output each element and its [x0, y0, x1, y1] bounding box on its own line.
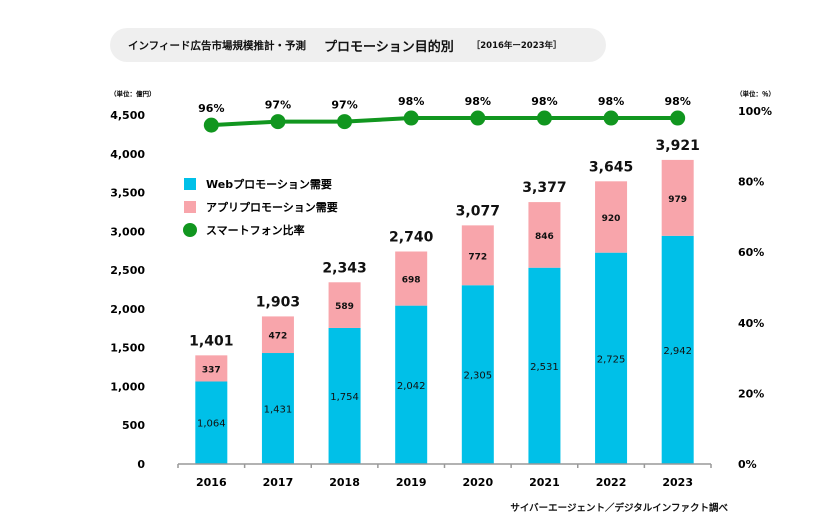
bar-app-2021 [528, 202, 561, 268]
data-label-app: 772 [468, 252, 487, 262]
x-tick-label: 2018 [329, 476, 360, 489]
y-tick-label: 2,000 [110, 303, 145, 316]
bar-app-2016 [195, 355, 228, 382]
data-label-app: 472 [269, 332, 288, 342]
line-smartphone-ratio [211, 116, 678, 128]
line-point-2019 [403, 110, 419, 126]
x-tick-label: 2019 [396, 476, 427, 489]
bar-web-2018 [328, 327, 361, 464]
bar-web-2016 [195, 381, 228, 464]
y2-tick-label: 0% [738, 458, 757, 471]
y-tick-label: 4,500 [110, 109, 145, 122]
data-label-app: 979 [668, 195, 687, 205]
line-point-label: 98% [398, 95, 424, 108]
y-tick-label: 3,000 [110, 225, 145, 238]
y2-tick-label: 60% [738, 246, 764, 259]
data-label-app: 589 [335, 302, 354, 312]
bar-app-2022 [595, 181, 628, 253]
bar-web-2019 [395, 305, 428, 464]
y2-tick-label: 100% [738, 105, 772, 118]
data-label-total: 2,343 [322, 260, 366, 276]
y-axis-unit-label: （単位：億円） [110, 89, 156, 98]
bar-app-2019 [395, 251, 428, 306]
chart-subtitle: インフィード広告市場規模推計・予測 [128, 39, 306, 52]
y-tick-label: 1,500 [110, 342, 145, 355]
line-point-label: 96% [198, 102, 224, 115]
line-point-2017 [270, 114, 286, 130]
y2-tick-label: 40% [738, 317, 764, 330]
y-tick-label: 1,000 [110, 380, 145, 393]
line-point-label: 98% [598, 95, 624, 108]
y-tick-label: 2,500 [110, 264, 145, 277]
data-label-web: 1,431 [264, 405, 293, 416]
data-label-app: 698 [402, 276, 421, 286]
x-tick-label: 2017 [263, 476, 294, 489]
y-tick-label: 0 [137, 458, 145, 471]
bar-web-2017 [261, 353, 294, 464]
y-tick-label: 500 [122, 419, 145, 432]
data-label-total: 3,921 [656, 138, 700, 154]
bar-web-2020 [461, 285, 494, 464]
line-point-label: 98% [465, 95, 491, 108]
bar-app-2020 [461, 225, 494, 286]
data-label-web: 1,754 [330, 392, 359, 403]
bar-web-2022 [595, 252, 628, 464]
legend-smartphone-swatch [183, 223, 197, 237]
data-label-total: 2,740 [389, 229, 434, 245]
data-label-total: 3,377 [522, 180, 566, 196]
legend-web-swatch [184, 178, 196, 190]
line-point-label: 98% [665, 95, 691, 108]
x-tick-label: 2022 [596, 476, 627, 489]
x-tick-label: 2020 [463, 476, 494, 489]
data-label-total: 1,903 [256, 294, 300, 310]
x-tick-label: 2023 [662, 476, 693, 489]
y2-tick-label: 20% [738, 387, 764, 400]
legend-app-label: アプリプロモーション需要 [206, 200, 338, 214]
data-label-web: 2,042 [397, 381, 426, 392]
bar-web-2023 [661, 235, 694, 464]
bar-app-2017 [261, 316, 294, 354]
line-point-label: 98% [531, 95, 557, 108]
y2-axis-unit-label: （単位：％） [736, 89, 775, 98]
data-label-app: 337 [202, 365, 221, 375]
data-label-app: 920 [602, 214, 621, 224]
data-label-web: 1,064 [197, 419, 226, 430]
data-label-total: 1,401 [189, 333, 233, 349]
y-tick-label: 4,000 [110, 148, 145, 161]
line-point-label: 97% [331, 99, 357, 112]
line-point-2020 [470, 110, 486, 126]
line-point-2022 [603, 110, 619, 126]
legend-web-label: Webプロモーション需要 [206, 177, 332, 191]
x-tick-label: 2016 [196, 476, 227, 489]
y-tick-label: 3,500 [110, 187, 145, 200]
x-tick-label: 2021 [529, 476, 560, 489]
line-point-label: 97% [265, 99, 291, 112]
data-label-app: 846 [535, 232, 554, 242]
chart-title-banner: インフィード広告市場規模推計・予測 プロモーション目的別 ［2016年ー2023… [110, 28, 606, 62]
legend-app-swatch [184, 201, 196, 213]
data-label-web: 2,305 [463, 371, 492, 382]
bar-app-2023 [661, 159, 694, 236]
bar-web-2021 [528, 267, 561, 464]
data-label-total: 3,645 [589, 159, 633, 175]
bar-app-2018 [328, 282, 361, 328]
line-point-2016 [203, 117, 219, 133]
legend-smartphone-label: スマートフォン比率 [206, 223, 305, 237]
data-label-web: 2,531 [530, 362, 559, 373]
line-point-2018 [337, 114, 353, 130]
data-label-web: 2,942 [663, 346, 692, 357]
data-label-web: 2,725 [597, 354, 626, 365]
chart-period: ［2016年ー2023年］ [471, 41, 562, 51]
line-point-2023 [670, 110, 686, 126]
source-note: サイバーエージェント／デジタルインファクト調べ [510, 503, 728, 514]
data-label-total: 3,077 [456, 203, 500, 219]
chart-title: プロモーション目的別 [323, 39, 454, 55]
y2-tick-label: 80% [738, 176, 764, 189]
line-point-2021 [536, 110, 552, 126]
